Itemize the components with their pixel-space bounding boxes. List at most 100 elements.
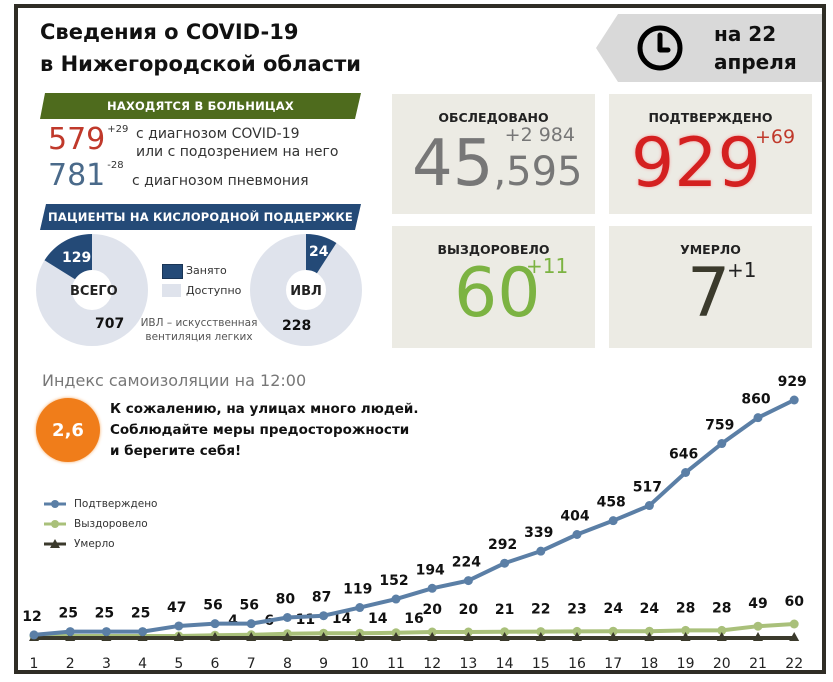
recovered-line-marker-icon [44, 520, 66, 528]
data-point-marker [318, 632, 329, 641]
note-line-2: вентиляция легких [145, 331, 253, 343]
recovered-data-label: 4 [228, 613, 238, 629]
recovered-data-label: 24 [640, 601, 660, 617]
confirmed-data-label: 25 [131, 606, 150, 622]
data-point-marker [608, 516, 618, 526]
died-value: 7 [687, 254, 731, 333]
data-point-marker [572, 632, 582, 641]
confirmed-data-label: 80 [276, 592, 296, 608]
confirmed-data-label: 87 [312, 590, 331, 606]
confirmed-data-label: 458 [597, 495, 626, 511]
data-point-marker [789, 395, 799, 405]
data-point-marker [65, 632, 76, 641]
data-point-marker [246, 632, 257, 641]
legend-died-label: Умерло [74, 538, 115, 550]
x-axis-tick-label: 16 [568, 656, 586, 672]
data-point-marker [644, 626, 654, 636]
date-line-2: апреля [714, 50, 797, 74]
recovered-data-label: 14 [368, 611, 388, 627]
recovered-data-label: 20 [459, 602, 479, 618]
hospitals-band: НАХОДЯТСЯ В БОЛЬНИЦАХ [40, 93, 361, 119]
data-point-marker [753, 413, 763, 423]
total-center-label: ВСЕГО [70, 284, 118, 299]
x-axis-tick-label: 11 [387, 656, 405, 672]
tested-value: 45,595 [412, 128, 583, 200]
recovered-data-label: 22 [531, 602, 550, 618]
data-point-marker [173, 632, 184, 641]
total-occupied-value: 129 [62, 250, 92, 266]
confirmed-data-label: 194 [416, 562, 445, 578]
total-oxygen-donut [36, 234, 148, 346]
data-point-marker [717, 625, 727, 635]
died-label: УМЕРЛО [680, 242, 741, 257]
message-line-2: Соблюдайте меры предосторожности [110, 422, 410, 438]
data-point-marker [210, 619, 220, 629]
confirmed-data-label: 646 [669, 447, 698, 463]
confirmed-data-label: 56 [239, 598, 258, 614]
data-point-marker [101, 632, 112, 641]
recovered-data-label: 28 [712, 600, 731, 616]
legend-recovered-label: Выздоровело [74, 518, 148, 530]
data-point-marker [246, 619, 256, 629]
date-badge: на 22 апреля [596, 14, 822, 82]
x-axis-tick-label: 9 [319, 656, 328, 672]
date-line-1: на 22 [714, 22, 777, 46]
data-point-marker [463, 576, 473, 586]
recovered-data-label: 14 [332, 611, 352, 627]
data-point-marker [499, 632, 510, 641]
tested-value-thousands: 45 [412, 127, 494, 201]
title-line-2: в Нижегородской области [40, 52, 361, 76]
legend-died: Умерло [44, 534, 157, 554]
data-point-marker [789, 632, 800, 641]
confirmed-data-label: 929 [778, 374, 807, 390]
clock-icon [637, 25, 683, 71]
data-point-marker [355, 603, 365, 613]
recovered-data-label: 60 [784, 594, 804, 610]
data-point-marker [174, 621, 184, 631]
recovered-data-label: 20 [422, 602, 442, 618]
covid-desc-line-1: с диагнозом COVID-19 [136, 126, 300, 142]
data-point-marker [753, 632, 763, 641]
data-point-marker [681, 468, 691, 478]
data-point-marker [644, 501, 654, 511]
confirmed-data-label: 12 [22, 609, 41, 625]
confirmed-data-label: 759 [705, 418, 734, 434]
data-point-marker [354, 632, 365, 641]
tested-label: ОБСЛЕДОВАНО [438, 110, 549, 125]
isolation-title: Индекс самоизоляции на 12:00 [42, 371, 307, 390]
confirmed-value: 929 [631, 124, 761, 203]
data-point-marker [137, 632, 148, 641]
tested-card: ОБСЛЕДОВАНО +2 984 45,595 [392, 94, 595, 214]
data-point-marker [319, 611, 329, 621]
data-point-marker [717, 439, 727, 449]
data-point-marker [391, 594, 401, 604]
confirmed-card: ПОДТВЕРЖДЕНО 929 +69 [609, 94, 812, 214]
covid-hospital-desc: с диагнозом COVID-19 или с подозрением н… [136, 125, 338, 161]
pneumonia-delta: -28 [107, 160, 124, 171]
x-axis-tick-label: 19 [677, 656, 695, 672]
recovered-data-label: 49 [748, 596, 767, 612]
ventilator-occupied-value: 24 [309, 244, 329, 260]
recovered-data-label: 23 [567, 601, 586, 617]
x-axis-tick-label: 22 [785, 656, 803, 672]
pneumonia-hospital-stat: 781 -28 [48, 160, 124, 192]
tested-delta: +2 984 [504, 124, 575, 146]
x-axis-tick-label: 20 [713, 656, 731, 672]
covid-hospital-stat: 579 +29 [48, 124, 128, 156]
isolation-index-badge: 2,6 [36, 398, 100, 462]
legend-confirmed: Подтверждено [44, 494, 157, 514]
confirmed-line-marker-icon [44, 500, 66, 508]
x-axis-tick-label: 12 [423, 656, 441, 672]
data-point-marker [536, 627, 546, 637]
confirmed-data-label: 25 [95, 606, 114, 622]
x-axis-tick-label: 3 [102, 656, 111, 672]
series-line [33, 398, 796, 637]
chart-legend: Подтверждено Выздоровело Умерло [44, 494, 157, 554]
covid-hospital-value: 579 [48, 122, 106, 157]
oxygen-band: ПАЦИЕНТЫ НА КИСЛОРОДНОЙ ПОДДЕРЖКЕ [40, 204, 361, 230]
data-point-marker [680, 632, 691, 641]
recovered-delta: +11 [526, 254, 569, 278]
pneumonia-desc: с диагнозом пневмония [132, 173, 309, 189]
note-line-1: ИВЛ – искусственная [140, 317, 258, 329]
confirmed-data-label: 119 [343, 582, 372, 598]
